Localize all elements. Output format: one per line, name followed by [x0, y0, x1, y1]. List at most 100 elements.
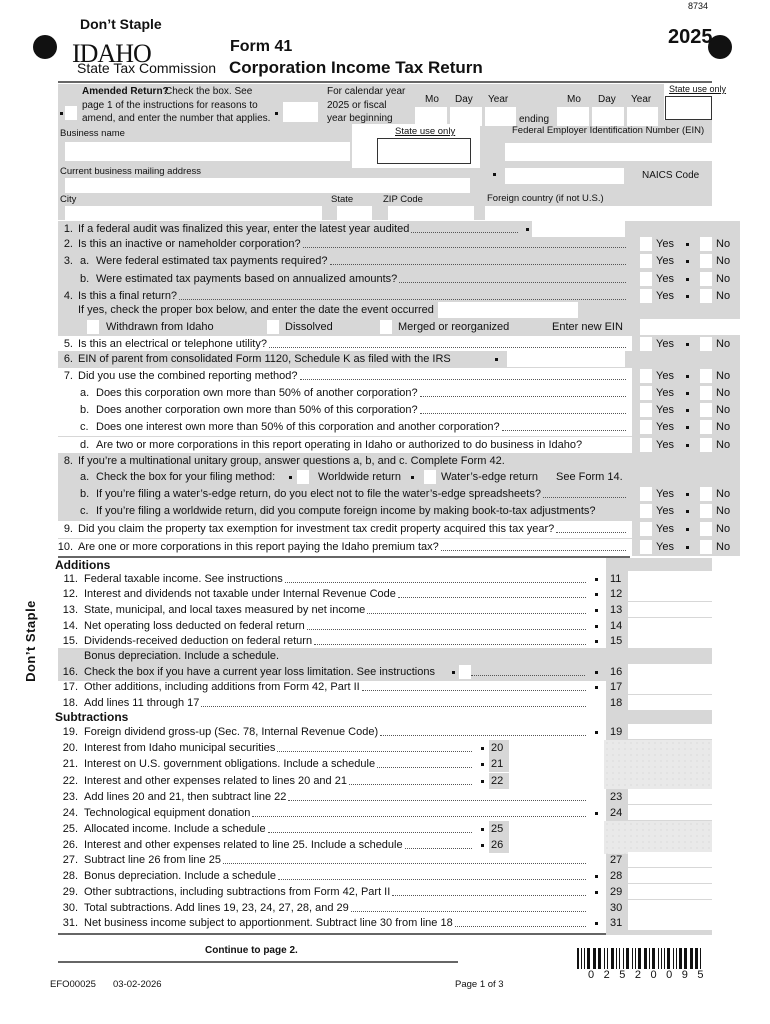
line-26-amount-field[interactable]: [509, 837, 603, 852]
no-checkbox[interactable]: [700, 403, 712, 417]
barcode-bar: [649, 948, 650, 969]
yes-checkbox[interactable]: [640, 504, 652, 518]
line-27-amount-field[interactable]: [628, 852, 712, 867]
line-box-number: 26: [491, 839, 504, 851]
city-field[interactable]: [65, 206, 322, 220]
begin-date-field-day[interactable]: [450, 107, 482, 126]
required-marker-icon: [595, 891, 598, 894]
end-date-field-mo[interactable]: [557, 107, 589, 126]
yes-checkbox[interactable]: [640, 420, 652, 434]
state-use-only-label-2: State use only: [395, 126, 456, 137]
dissolved-checkbox[interactable]: [267, 320, 279, 334]
yes-checkbox[interactable]: [640, 272, 652, 286]
no-checkbox[interactable]: [700, 438, 712, 452]
ein-field[interactable]: [505, 143, 712, 161]
question-text: Are one or more corporations in this rep…: [78, 541, 439, 553]
dot-leader: [377, 767, 472, 768]
line-13-amount-field[interactable]: [628, 602, 712, 617]
line-box-number: 22: [491, 775, 504, 787]
yes-checkbox[interactable]: [640, 337, 652, 351]
barcode-bar: [616, 948, 617, 969]
begin-date-field-year[interactable]: [485, 107, 516, 126]
no-checkbox[interactable]: [700, 540, 712, 554]
loss-limitation-checkbox[interactable]: [459, 665, 471, 679]
line-number: 21.: [62, 758, 78, 770]
no-checkbox[interactable]: [700, 254, 712, 268]
line-12-amount-field[interactable]: [628, 586, 712, 601]
withdrawn-checkbox[interactable]: [87, 320, 99, 334]
line-19-amount-field[interactable]: [628, 724, 712, 739]
line-24-amount-field[interactable]: [628, 805, 712, 820]
line-21-amount-field[interactable]: [509, 756, 603, 771]
end-date-field-day[interactable]: [592, 107, 624, 126]
worldwide-checkbox[interactable]: [297, 470, 309, 484]
line-21-text: Interest on U.S. government obligations.…: [84, 757, 476, 771]
yes-checkbox[interactable]: [640, 438, 652, 452]
state-field[interactable]: [337, 206, 372, 220]
yes-checkbox[interactable]: [640, 403, 652, 417]
calendar-year-label-2: 2025 or fiscal: [327, 100, 387, 111]
yes-checkbox[interactable]: [640, 237, 652, 251]
no-checkbox[interactable]: [700, 420, 712, 434]
line-25-amount-field[interactable]: [509, 821, 603, 836]
no-checkbox[interactable]: [700, 272, 712, 286]
business-name-field[interactable]: [65, 142, 350, 161]
naics-code-field[interactable]: [505, 168, 624, 184]
line-15-amount-field[interactable]: [628, 633, 712, 648]
line-11-amount-field[interactable]: [628, 571, 712, 586]
yes-checkbox[interactable]: [640, 369, 652, 383]
line-31-amount-field[interactable]: [628, 915, 712, 930]
line-number: 26.: [62, 839, 78, 851]
line-18-amount-field[interactable]: [628, 695, 712, 710]
line-number: 31.: [62, 917, 78, 929]
required-marker-icon: [595, 875, 598, 878]
line-20-amount-field[interactable]: [509, 740, 603, 755]
divider: [58, 81, 712, 83]
no-checkbox[interactable]: [700, 386, 712, 400]
required-marker-icon: [481, 828, 484, 831]
yes-checkbox[interactable]: [640, 522, 652, 536]
yes-checkbox[interactable]: [640, 289, 652, 303]
line-number: 15.: [62, 635, 78, 647]
no-checkbox[interactable]: [700, 504, 712, 518]
line-29-amount-field[interactable]: [628, 884, 712, 899]
line-17-amount-field[interactable]: [628, 679, 712, 694]
dot-leader: [440, 550, 626, 551]
foreign-country-field[interactable]: [485, 206, 712, 220]
no-checkbox[interactable]: [700, 487, 712, 501]
line-22-amount-field[interactable]: [509, 773, 603, 788]
yes-checkbox[interactable]: [640, 487, 652, 501]
no-checkbox[interactable]: [700, 337, 712, 351]
no-checkbox[interactable]: [700, 369, 712, 383]
amended-return-checkbox[interactable]: [65, 106, 77, 120]
waters-edge-checkbox[interactable]: [424, 470, 436, 484]
inner-number-shade: [489, 773, 509, 789]
yes-checkbox[interactable]: [640, 254, 652, 268]
end-date-field-year[interactable]: [627, 107, 658, 126]
event-date-field[interactable]: [438, 302, 578, 318]
line-30-amount-field[interactable]: [628, 900, 712, 915]
merged-checkbox[interactable]: [380, 320, 392, 334]
line-16-amount-field[interactable]: [628, 664, 712, 679]
question-1-text: If a federal audit was finalized this ye…: [78, 222, 522, 236]
amended-instructions-3: amend, and enter the number that applies…: [82, 113, 271, 124]
no-checkbox[interactable]: [700, 237, 712, 251]
no-checkbox[interactable]: [700, 522, 712, 536]
no-checkbox[interactable]: [700, 289, 712, 303]
dot-leader: [367, 613, 586, 614]
audit-year-field[interactable]: [532, 221, 625, 237]
parent-ein-field[interactable]: [507, 351, 625, 367]
line-23-amount-field[interactable]: [628, 789, 712, 804]
yes-checkbox[interactable]: [640, 386, 652, 400]
line-14-amount-field[interactable]: [628, 618, 712, 633]
amended-reason-number-field[interactable]: [283, 102, 318, 122]
zip-field[interactable]: [388, 206, 474, 220]
line-number: 29.: [62, 886, 78, 898]
question-text: Were federal estimated tax payments requ…: [96, 255, 328, 267]
mailing-address-field[interactable]: [65, 178, 470, 193]
begin-date-field-mo[interactable]: [415, 107, 447, 126]
yes-checkbox[interactable]: [640, 540, 652, 554]
dont-staple-side-label: Don’t Staple: [22, 600, 38, 682]
line-28-amount-field[interactable]: [628, 868, 712, 883]
new-ein-field[interactable]: [640, 319, 740, 335]
